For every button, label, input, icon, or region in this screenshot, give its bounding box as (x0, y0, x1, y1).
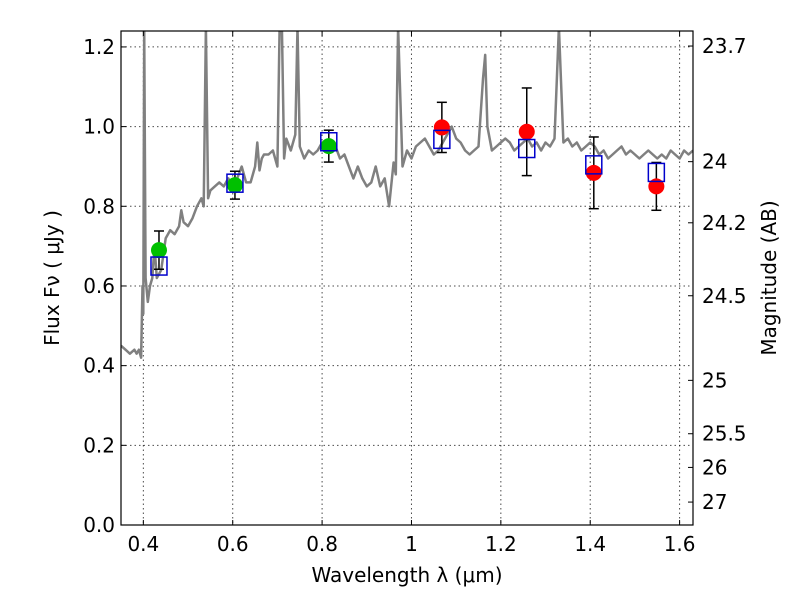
right-tick-labels: 23.7 24 24.2 24.5 25 25.5 26 27 (702, 34, 747, 514)
x-tick-label: 1.6 (664, 532, 696, 556)
y-tick-label: 0.4 (83, 354, 115, 378)
right-tick-label: 25.5 (702, 422, 747, 446)
data-point (518, 123, 535, 140)
spectrum-line (121, 31, 693, 359)
model-box (320, 132, 338, 152)
model-box (150, 256, 168, 276)
model-box (647, 162, 666, 183)
right-tick-label: 24.2 (702, 211, 747, 235)
data-point (320, 138, 337, 155)
y-tick-label: 0.6 (83, 274, 115, 298)
observed-points (150, 119, 665, 259)
x-tick-labels: 0.4 0.6 0.8 1 1.2 1.4 1.6 (127, 532, 695, 556)
model-box (518, 138, 536, 159)
y-axis-label: Flux Fν ( μJy ) (40, 210, 64, 346)
model-boxes (150, 129, 666, 276)
x-tick-label: 0.4 (127, 532, 159, 556)
right-tick-label: 24 (702, 150, 727, 174)
y-tick-labels: 0.0 0.2 0.4 0.6 0.8 1.0 1.2 (83, 35, 115, 537)
x-tick-label: 0.8 (306, 532, 338, 556)
model-box (433, 129, 451, 150)
model-box (585, 155, 603, 175)
data-point (226, 177, 243, 194)
right-tick-label: 25 (702, 368, 727, 392)
model-spectrum (121, 31, 693, 359)
y-tick-label: 0.0 (83, 513, 115, 537)
right-tick-label: 23.7 (702, 34, 747, 58)
axis-ticks (121, 31, 693, 526)
data-point (585, 164, 602, 181)
data-point (150, 242, 167, 259)
x-tick-label: 1.4 (574, 532, 606, 556)
y-tick-label: 1.2 (83, 35, 115, 59)
x-tick-label: 1 (405, 532, 418, 556)
right-tick-label: 26 (702, 455, 727, 479)
y-tick-label: 1.0 (83, 115, 115, 139)
x-axis-label: Wavelength λ (μm) (311, 563, 502, 587)
plot-frame (120, 30, 694, 526)
y-tick-label: 0.2 (83, 433, 115, 457)
x-tick-label: 1.2 (485, 532, 517, 556)
data-point (433, 119, 450, 136)
data-point (648, 178, 665, 195)
right-axis-label: Magnitude (AB) (757, 200, 781, 355)
right-tick-label: 24.5 (702, 284, 747, 308)
error-bars (153, 87, 662, 270)
model-box (226, 173, 244, 193)
y-tick-label: 0.8 (83, 194, 115, 218)
x-tick-label: 0.6 (217, 532, 249, 556)
right-tick-label: 27 (702, 490, 727, 514)
